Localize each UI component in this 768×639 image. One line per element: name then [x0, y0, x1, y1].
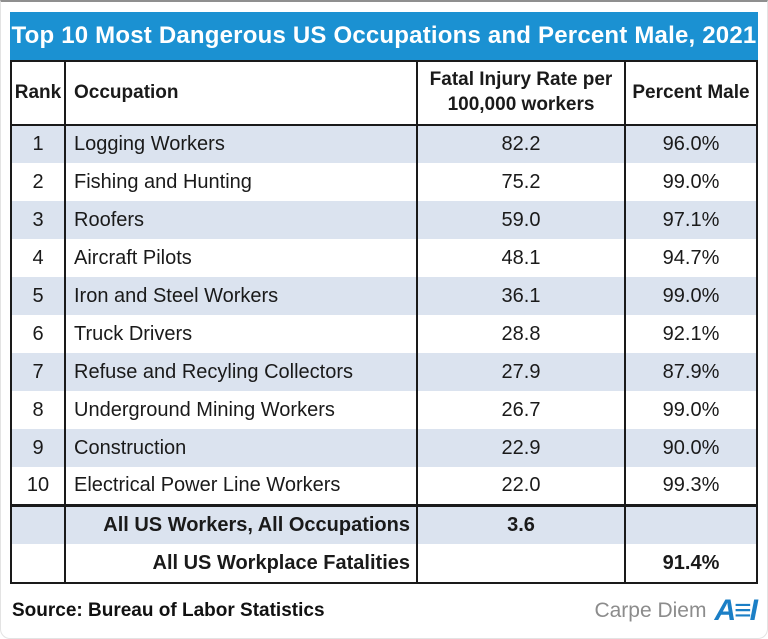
cell-percent-male: 99.0% [624, 391, 758, 429]
cell-occupation: Truck Drivers [64, 315, 418, 353]
table-row: 4 Aircraft Pilots 48.1 94.7% [10, 239, 758, 277]
cell-rate: 82.2 [416, 125, 626, 163]
cell-rate: 22.9 [416, 429, 626, 467]
cell-rate: 22.0 [416, 467, 626, 505]
column-header-occupation: Occupation [64, 61, 418, 126]
cell-occupation: Construction [64, 429, 418, 467]
cell-rank [10, 544, 66, 583]
table-row: 6 Truck Drivers 28.8 92.1% [10, 315, 758, 353]
cell-occupation: All US Workplace Fatalities [64, 544, 418, 583]
source-note: Source: Bureau of Labor Statistics [12, 600, 325, 621]
cell-rank: 4 [10, 239, 66, 277]
cell-rank: 10 [10, 467, 66, 505]
table-row: 3 Roofers 59.0 97.1% [10, 201, 758, 239]
cell-rate: 36.1 [416, 277, 626, 315]
cell-occupation: Logging Workers [64, 125, 418, 163]
rate-header-line1: Fatal Injury Rate per [429, 69, 613, 91]
cell-percent-male: 90.0% [624, 429, 758, 467]
table-row: 5 Iron and Steel Workers 36.1 99.0% [10, 277, 758, 315]
cell-percent-male: 99.0% [624, 277, 758, 315]
cell-percent-male: 97.1% [624, 201, 758, 239]
carpe-diem-label: Carpe Diem [594, 599, 707, 622]
cell-percent-male: 87.9% [624, 353, 758, 391]
cell-rank: 8 [10, 391, 66, 429]
table-row: 2 Fishing and Hunting 75.2 99.0% [10, 163, 758, 201]
cell-percent-male [624, 503, 758, 544]
cell-percent-male: 91.4% [624, 544, 758, 583]
cell-occupation: Underground Mining Workers [64, 391, 418, 429]
cell-occupation: Iron and Steel Workers [64, 277, 418, 315]
footer: Source: Bureau of Labor Statistics Carpe… [10, 584, 758, 630]
cell-occupation: Refuse and Recyling Collectors [64, 353, 418, 391]
table-summary: All US Workers, All Occupations 3.6 All US… [10, 503, 758, 583]
cell-rank: 9 [10, 429, 66, 467]
summary-row: All US Workplace Fatalities 91.4% [10, 544, 758, 583]
cell-rate: 26.7 [416, 391, 626, 429]
rate-header-line2: 100,000 workers [447, 94, 595, 115]
cell-percent-male: 99.3% [624, 467, 758, 505]
cell-rank [10, 503, 66, 544]
table-row: 9 Construction 22.9 90.0% [10, 429, 758, 467]
cell-occupation: Aircraft Pilots [64, 239, 418, 277]
cell-occupation: Fishing and Hunting [64, 163, 418, 201]
cell-rank: 3 [10, 201, 66, 239]
cell-percent-male: 99.0% [624, 163, 758, 201]
brand: Carpe Diem A≡I [594, 594, 758, 627]
table-title: Top 10 Most Dangerous US Occupations and… [10, 12, 758, 60]
cell-occupation: Roofers [64, 201, 418, 239]
cell-occupation: Electrical Power Line Workers [64, 467, 418, 505]
cell-rank: 6 [10, 315, 66, 353]
cell-rank: 2 [10, 163, 66, 201]
cell-rank: 5 [10, 277, 66, 315]
column-header-fatal-injury-rate: Fatal Injury Rate per 100,000 workers [416, 61, 626, 126]
cell-percent-male: 92.1% [624, 315, 758, 353]
cell-rank: 7 [10, 353, 66, 391]
summary-row: All US Workers, All Occupations 3.6 [10, 503, 758, 544]
cell-rate: 48.1 [416, 239, 626, 277]
table-row: 8 Underground Mining Workers 26.7 99.0% [10, 391, 758, 429]
header-row: Rank Occupation Fatal Injury Rate per 10… [10, 61, 758, 126]
table-row: 7 Refuse and Recyling Collectors 27.9 87.9% [10, 353, 758, 391]
cell-rate: 59.0 [416, 201, 626, 239]
cell-rank: 1 [10, 125, 66, 163]
cell-rate: 3.6 [416, 503, 626, 544]
cell-rate [416, 544, 626, 583]
table-row: 1 Logging Workers 82.2 96.0% [10, 125, 758, 163]
occupations-table: Rank Occupation Fatal Injury Rate per 10… [10, 60, 758, 584]
aei-logo: A≡I [714, 594, 757, 627]
column-header-rank: Rank [10, 61, 66, 126]
cell-rate: 28.8 [416, 315, 626, 353]
cell-occupation: All US Workers, All Occupations [64, 503, 418, 544]
table-body: 1 Logging Workers 82.2 96.0% 2 Fishing and Hu… [10, 125, 758, 505]
column-header-percent-male: Percent Male [624, 61, 758, 126]
cell-percent-male: 94.7% [624, 239, 758, 277]
table-row: 10 Electrical Power Line Workers 22.0 99.3% [10, 467, 758, 505]
cell-rate: 27.9 [416, 353, 626, 391]
cell-rate: 75.2 [416, 163, 626, 201]
cell-percent-male: 96.0% [624, 125, 758, 163]
